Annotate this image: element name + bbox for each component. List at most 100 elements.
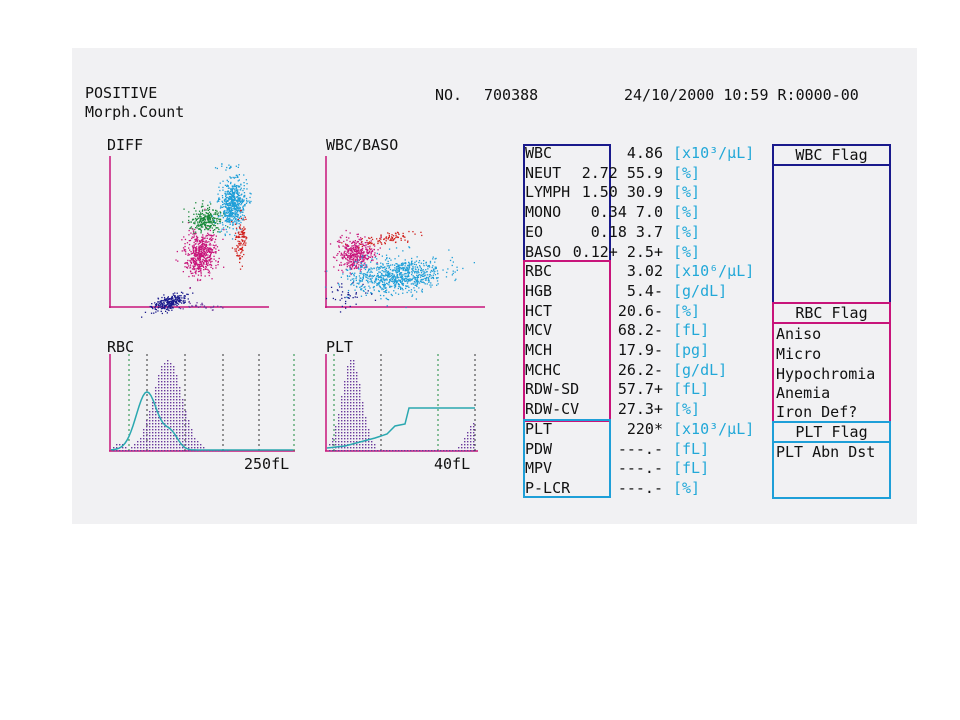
parameter-row: MCH 17.9- [pg]: [523, 341, 773, 361]
parameter-value: 220*: [626, 419, 663, 438]
parameter-row: MCHC 26.2- [g/dL]: [523, 361, 773, 381]
parameter-unit: [%]: [673, 183, 701, 202]
rbc-histogram: [109, 354, 295, 452]
plt-histogram: [325, 354, 478, 452]
rbc-flag-item: Anemia: [776, 384, 831, 402]
parameter-value: 0.34 7.0: [590, 203, 663, 222]
parameter-value: 20.6-: [617, 301, 663, 320]
parameter-row: LYMPH 1.50 30.9 [%]: [523, 183, 773, 203]
rbc-flag-item: Iron Def?: [776, 403, 858, 421]
parameter-value: 2.72 55.9: [581, 163, 663, 182]
parameter-unit: [%]: [673, 163, 701, 182]
parameter-value: 0.12+ 2.5+: [572, 242, 663, 261]
parameter-row: BASO 0.12+ 2.5+ [%]: [523, 243, 773, 263]
lymph-cloud: [141, 287, 194, 318]
parameter-value: 17.9-: [617, 341, 663, 359]
plt-flag-title: PLT Flag: [774, 424, 889, 443]
plt-curve: [326, 407, 475, 449]
wbc-flag-title: WBC Flag: [774, 147, 889, 166]
parameter-row: NEUT 2.72 55.9 [%]: [523, 164, 773, 184]
parameter-value: 0.18 3.7: [590, 222, 663, 241]
parameter-name: PLT: [525, 419, 553, 438]
result-status: POSITIVE: [85, 84, 158, 102]
parameter-unit: [%]: [673, 203, 701, 222]
parameter-value: 1.50 30.9: [581, 183, 663, 202]
sample-no-label: NO.: [435, 86, 463, 104]
parameter-value: 26.2-: [617, 360, 663, 379]
parameter-unit: [%]: [673, 301, 701, 320]
parameter-row: RBC 3.02 [x10⁶/µL]: [523, 262, 773, 282]
parameter-name: P-LCR: [525, 478, 571, 497]
baso-blue-cloud: [324, 246, 475, 309]
wbc-baso-title: WBC/BASO: [326, 136, 399, 154]
parameter-row: P-LCR ---.- [%]: [523, 479, 773, 499]
neut-cloud: [209, 167, 252, 240]
parameter-name: PDW: [525, 439, 553, 458]
parameter-value: ---.-: [617, 478, 663, 497]
parameter-name: RBC: [525, 262, 553, 281]
parameter-row: PDW ---.- [fL]: [523, 440, 773, 460]
parameter-value: 4.86: [626, 144, 663, 162]
rbc-flag-title: RBC Flag: [774, 305, 889, 324]
parameter-name: RDW-CV: [525, 400, 580, 419]
parameter-row: MPV ---.- [fL]: [523, 459, 773, 479]
parameter-row: WBC 4.86 [x10³/µL]: [523, 144, 773, 164]
parameter-row: MCV 68.2- [fL]: [523, 321, 773, 341]
plt-group-box: [523, 419, 611, 498]
rbc-axis-label: 250fL: [244, 455, 290, 473]
count-mode: Morph.Count: [85, 103, 185, 121]
parameter-name: NEUT: [525, 163, 562, 182]
parameter-unit: [pg]: [673, 341, 710, 359]
parameter-unit: [fL]: [673, 459, 710, 478]
parameter-name: MCH: [525, 341, 553, 359]
eo-cloud: [182, 200, 229, 234]
rbc-flag-box: RBC Flag Aniso Micro Hypochromia Anemia …: [772, 302, 891, 423]
debris-cloud: [180, 300, 224, 311]
parameter-unit: [%]: [673, 242, 701, 261]
mono-cloud: [175, 208, 225, 289]
baso-pink-cloud: [324, 229, 382, 284]
plt-flag-item: PLT Abn Dst: [776, 443, 876, 461]
upper-cloud: [214, 163, 240, 171]
parameter-unit: [g/dL]: [673, 360, 728, 379]
parameter-name: RDW-SD: [525, 380, 580, 399]
rbc-dotted-dist: [113, 360, 229, 452]
rbc-flag-item: Aniso: [776, 325, 822, 343]
rbc-hist-title: RBC: [107, 338, 135, 356]
baso-red-cloud: [341, 230, 423, 250]
parameter-unit: [fL]: [673, 380, 710, 399]
parameter-unit: [x10⁶/µL]: [673, 262, 755, 281]
parameter-name: MCV: [525, 321, 553, 340]
rbc-hist-svg: [109, 354, 295, 452]
diff-title: DIFF: [107, 136, 144, 154]
parameter-row: EO 0.18 3.7 [%]: [523, 223, 773, 243]
parameter-unit: [x10³/µL]: [673, 144, 755, 162]
baso-cloud: [231, 209, 248, 270]
parameter-value: 57.7+: [617, 380, 663, 399]
parameter-row: HGB 5.4- [g/dL]: [523, 282, 773, 302]
parameter-unit: [fL]: [673, 439, 710, 458]
parameter-row: RDW-CV 27.3+ [%]: [523, 400, 773, 420]
parameter-value: ---.-: [617, 459, 663, 478]
parameter-value: ---.-: [617, 439, 663, 458]
parameter-name: HGB: [525, 281, 553, 300]
parameter-name: HCT: [525, 301, 553, 320]
diff-scattergram: [109, 156, 269, 318]
parameter-name: MCHC: [525, 360, 562, 379]
wbc-baso-scatter-svg: [324, 156, 485, 313]
wbc-baso-scattergram: [324, 156, 485, 313]
baso-lower-cloud: [325, 282, 377, 313]
parameter-value: 68.2-: [617, 321, 663, 340]
parameter-name: LYMPH: [525, 183, 571, 202]
parameter-value: 5.4-: [626, 281, 663, 300]
wbc-flag-box: WBC Flag: [772, 144, 891, 304]
parameter-unit: [fL]: [673, 321, 710, 340]
plt-hist-svg: [325, 354, 478, 452]
parameter-unit: [%]: [673, 400, 701, 419]
plt-dotted-dist: [329, 360, 475, 452]
parameter-row: PLT 220* [x10³/µL]: [523, 420, 773, 440]
hematology-report: POSITIVE Morph.Count NO. 700388 24/10/20…: [72, 48, 917, 524]
plt-hist-title: PLT: [326, 338, 354, 356]
parameter-row: HCT 20.6- [%]: [523, 302, 773, 322]
parameter-name: MPV: [525, 459, 553, 478]
